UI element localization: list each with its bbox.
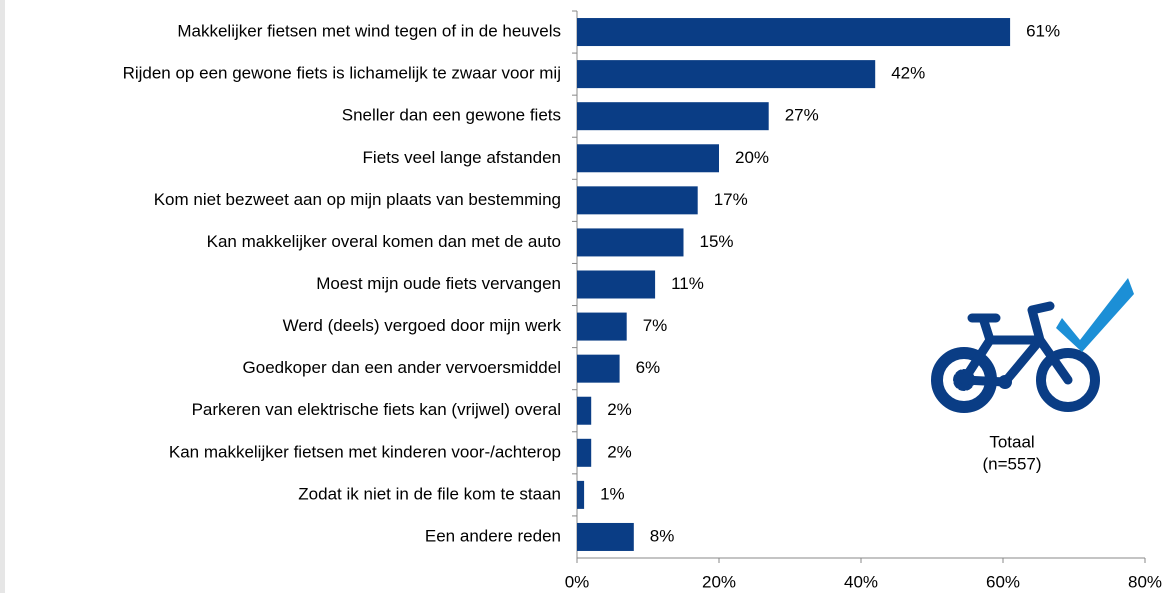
bar (577, 102, 769, 131)
left-border (0, 0, 5, 593)
value-label: 20% (735, 148, 769, 167)
value-label: 8% (650, 526, 675, 545)
bike-icon (931, 301, 1100, 413)
bar (577, 144, 719, 173)
y-tick-label: Makkelijker fietsen met wind tegen of in… (177, 22, 561, 41)
annotation: Totaal (989, 432, 1034, 451)
bar (577, 312, 627, 341)
check-icon (1056, 278, 1134, 352)
y-tick-label: Goedkoper dan een ander vervoersmiddel (243, 358, 561, 377)
y-tick-label: Kan makkelijker overal komen dan met de … (207, 232, 561, 251)
value-label: 2% (607, 400, 632, 419)
x-tick-label: 80% (1128, 572, 1162, 591)
value-label: 6% (636, 358, 661, 377)
value-label: 1% (600, 484, 625, 503)
value-label: 15% (700, 232, 734, 251)
y-tick-label: Sneller dan een gewone fiets (342, 106, 561, 125)
y-tick-label: Kan makkelijker fietsen met kinderen voo… (169, 442, 561, 461)
y-tick-label: Werd (deels) vergoed door mijn werk (283, 316, 562, 335)
bar (577, 522, 634, 551)
value-label: 61% (1026, 22, 1060, 41)
bar (577, 396, 592, 425)
bar (577, 228, 684, 257)
annotation: (n=557) (982, 454, 1041, 473)
bar (577, 438, 592, 467)
x-tick-label: 40% (844, 572, 878, 591)
bar (577, 354, 620, 383)
bar (577, 480, 585, 509)
y-tick-label: Zodat ik niet in de file kom te staan (298, 484, 561, 503)
value-label: 11% (671, 274, 704, 293)
x-tick-label: 20% (702, 572, 736, 591)
value-label: 17% (714, 190, 748, 209)
value-label: 2% (607, 442, 632, 461)
x-tick-label: 0% (565, 572, 590, 591)
value-label: 7% (643, 316, 668, 335)
bar (577, 18, 1011, 47)
value-label: 42% (891, 64, 925, 83)
bar (577, 60, 876, 89)
x-tick-label: 60% (986, 572, 1020, 591)
y-tick-label: Parkeren van elektrische fiets kan (vrij… (192, 400, 561, 419)
y-tick-label: Een andere reden (425, 526, 561, 545)
bar (577, 186, 698, 215)
value-label: 27% (785, 106, 819, 125)
y-tick-label: Kom niet bezweet aan op mijn plaats van … (154, 190, 561, 209)
y-tick-label: Fiets veel lange afstanden (363, 148, 561, 167)
bar (577, 270, 656, 299)
y-tick-label: Moest mijn oude fiets vervangen (316, 274, 561, 293)
y-tick-label: Rijden op een gewone fiets is lichamelij… (123, 64, 561, 83)
